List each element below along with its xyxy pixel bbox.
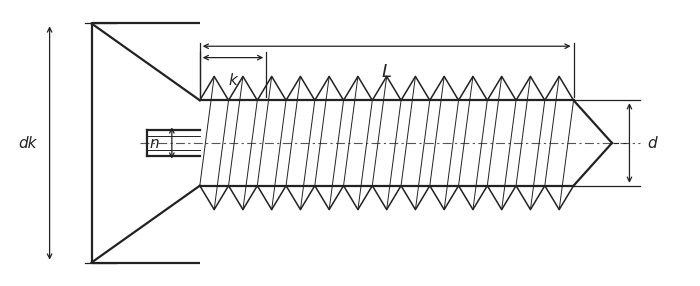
Text: L: L xyxy=(382,63,392,81)
Text: k: k xyxy=(228,73,237,88)
Text: d: d xyxy=(647,136,657,150)
Text: n: n xyxy=(150,136,160,150)
Text: dk: dk xyxy=(18,136,36,150)
